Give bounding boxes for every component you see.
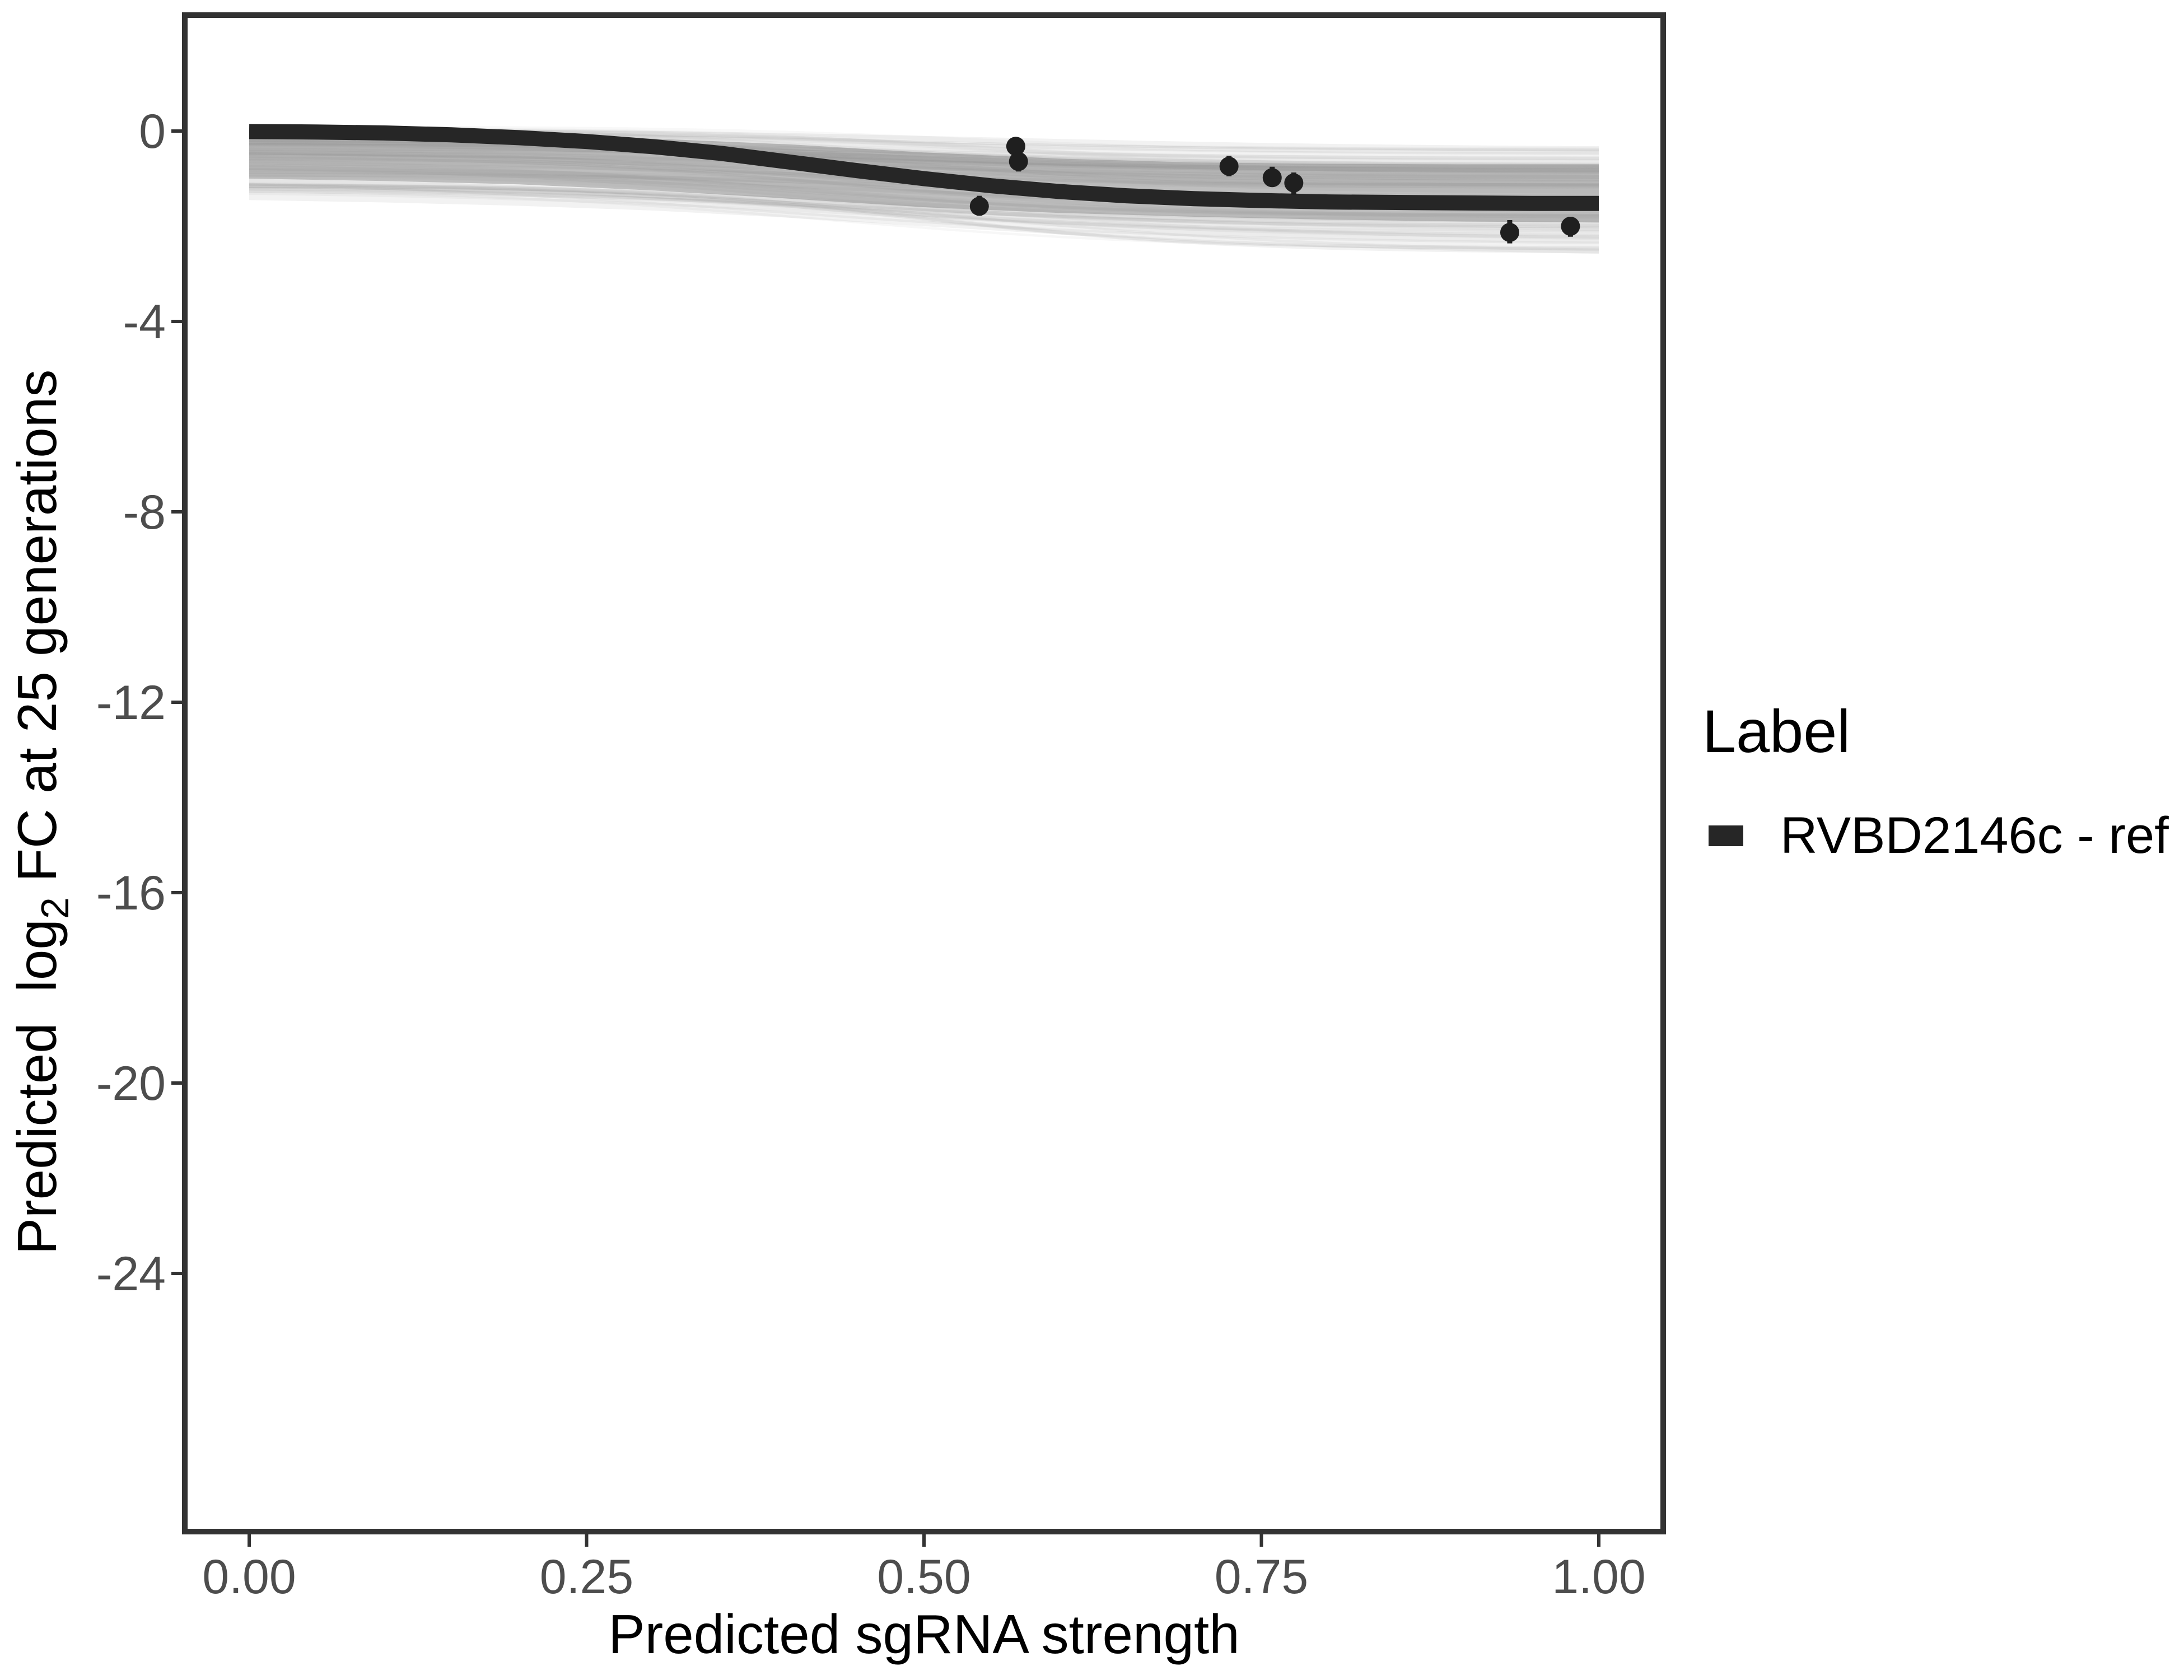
y-axis-title: Predicted log2 FC at 25 generations xyxy=(6,370,77,1255)
x-tick-label: 1.00 xyxy=(1552,1550,1645,1604)
data-points xyxy=(969,137,1580,244)
ref-curve xyxy=(249,124,1599,211)
x-tick-label: 0.25 xyxy=(540,1550,633,1604)
y-tick-label: 0 xyxy=(139,105,166,158)
x-axis-tick-labels: 0.00 0.25 0.50 0.75 1.00 xyxy=(202,1550,1645,1604)
y-axis-tick-marks xyxy=(171,129,184,1275)
spaghetti-lines xyxy=(249,125,1599,254)
x-axis-tick-marks xyxy=(248,1534,1600,1547)
y-tick-label: -24 xyxy=(96,1247,166,1301)
legend: Label RVBD2146c - ref xyxy=(1702,700,2169,865)
x-tick-label: 0.00 xyxy=(202,1550,296,1604)
y-tick-label: -4 xyxy=(123,295,166,349)
legend-item: RVBD2146c - ref xyxy=(1702,806,2169,865)
x-tick-label: 0.50 xyxy=(877,1550,970,1604)
legend-key-swatch xyxy=(1709,825,1743,846)
y-tick-label: -16 xyxy=(96,866,166,920)
legend-item-label: RVBD2146c - ref xyxy=(1780,807,2169,864)
legend-title: Label xyxy=(1702,697,1851,765)
x-tick-label: 0.75 xyxy=(1215,1550,1308,1604)
x-axis-title: Predicted sgRNA strength xyxy=(608,1603,1240,1665)
y-axis-tick-labels: 0 -4 -8 -12 -16 -20 -24 xyxy=(96,105,166,1301)
y-tick-label: -8 xyxy=(123,486,166,539)
panel-border xyxy=(182,12,1666,1534)
y-tick-label: -20 xyxy=(96,1057,166,1110)
y-tick-label: -12 xyxy=(96,676,166,730)
